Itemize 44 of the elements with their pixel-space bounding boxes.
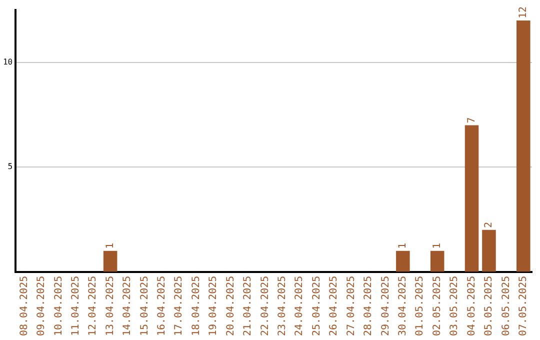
bar [516, 20, 530, 272]
x-tick-label: 27.04.2025 [346, 276, 357, 336]
data-label: 12 [518, 6, 529, 18]
x-tick-label: 12.04.2025 [88, 276, 99, 336]
x-tick-label: 17.04.2025 [174, 276, 185, 336]
bar [396, 250, 410, 272]
x-tick-label: 07.05.2025 [518, 276, 529, 336]
data-label: 7 [466, 117, 478, 124]
x-tick-label: 15.04.2025 [139, 276, 150, 336]
data-label: 2 [484, 222, 495, 228]
x-tick-label: 05.05.2025 [484, 276, 495, 336]
bar [482, 230, 496, 272]
x-tick-label: 13.04.2025 [104, 276, 116, 336]
x-tick-label: 26.04.2025 [328, 276, 340, 336]
x-tick-label: 30.04.2025 [398, 276, 408, 336]
x-tick-label: 04.05.2025 [466, 276, 478, 336]
x-tick-label: 23.04.2025 [277, 276, 288, 336]
data-label: 1 [104, 242, 116, 249]
x-tick-label: 06.05.2025 [500, 276, 512, 336]
y-tick-label: 5 [8, 162, 13, 172]
x-tick-label: 03.05.2025 [449, 276, 460, 336]
x-tick-label: 28.04.2025 [363, 276, 374, 336]
x-tick-label: 10.04.2025 [53, 276, 64, 336]
x-tick-label: 21.04.2025 [242, 276, 254, 336]
x-tick-label: 08.04.2025 [18, 276, 30, 336]
x-tick-label: 11.04.2025 [70, 276, 82, 336]
x-tick-label: 14.04.2025 [122, 276, 134, 336]
bar [103, 250, 118, 272]
x-tick-label: 29.04.2025 [380, 276, 392, 336]
x-tick-label: 01.05.2025 [414, 276, 426, 336]
x-tick-label: 09.04.2025 [36, 276, 48, 336]
y-tick-label: 10 [2, 57, 13, 66]
x-tick-label: 16.04.2025 [156, 276, 168, 336]
x-tick-label: 22.04.2025 [260, 276, 271, 336]
x-tick-label: 20.04.2025 [225, 276, 236, 336]
x-tick-label: 02.05.2025 [432, 276, 443, 336]
bar [464, 125, 479, 272]
bar [430, 250, 444, 272]
x-tick-label: 18.04.2025 [190, 276, 202, 336]
x-tick-label: 25.04.2025 [311, 276, 322, 336]
x-tick-label: 19.04.2025 [208, 276, 220, 336]
data-label: 1 [432, 242, 443, 249]
data-label: 1 [398, 242, 408, 249]
x-tick-label: 24.04.2025 [294, 276, 306, 336]
